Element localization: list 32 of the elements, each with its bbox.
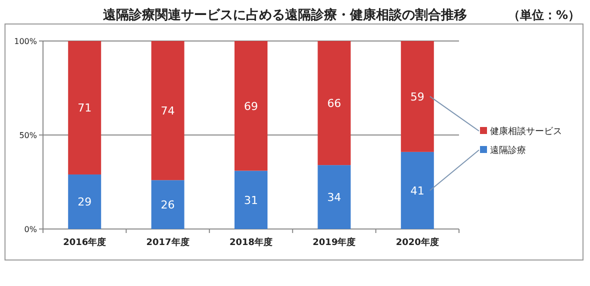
data-label: 29 bbox=[78, 196, 92, 209]
data-label: 31 bbox=[244, 194, 258, 207]
data-label: 71 bbox=[78, 102, 92, 115]
chart-title: 遠隔診療関連サービスに占める遠隔診療・健康相談の割合推移 bbox=[102, 7, 467, 23]
bar bbox=[151, 41, 184, 180]
bar bbox=[68, 41, 102, 174]
x-tick-label: 2017年度 bbox=[146, 237, 190, 248]
data-label: 34 bbox=[327, 191, 342, 204]
data-label: 59 bbox=[410, 90, 424, 104]
bar bbox=[318, 165, 351, 229]
y-tick-label: 50% bbox=[19, 131, 38, 140]
data-label: 66 bbox=[327, 97, 342, 110]
data-label: 74 bbox=[160, 104, 175, 118]
data-label: 26 bbox=[160, 198, 175, 212]
bar bbox=[234, 41, 268, 171]
data-label: 69 bbox=[244, 100, 258, 113]
bar bbox=[400, 152, 434, 229]
x-tick-label: 2019年度 bbox=[312, 237, 356, 248]
bar bbox=[234, 170, 268, 229]
x-tick-label: 2018年度 bbox=[229, 237, 273, 248]
y-tick-label: 100% bbox=[14, 37, 38, 46]
x-tick-label: 2016年度 bbox=[63, 237, 106, 248]
bar bbox=[151, 180, 184, 229]
bar bbox=[400, 41, 434, 152]
legend-label: 健康相談サービス bbox=[490, 126, 562, 137]
bar bbox=[68, 174, 102, 229]
x-tick-label: 2020年度 bbox=[396, 237, 439, 248]
data-label: 41 bbox=[410, 184, 424, 198]
y-tick-label: 0% bbox=[24, 225, 38, 234]
bar bbox=[318, 41, 351, 166]
legend-label: 遠隔診療 bbox=[490, 145, 526, 156]
text: （単位：%） bbox=[508, 8, 580, 22]
